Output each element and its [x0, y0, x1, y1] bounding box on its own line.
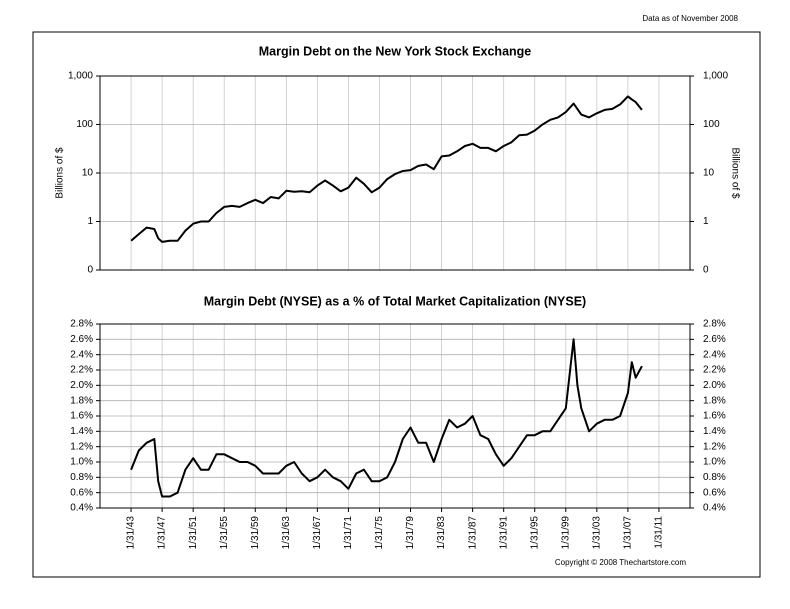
y2-tick-label: 2.2% — [703, 365, 726, 376]
y-tick-label: 100 — [76, 119, 93, 130]
data-note: Data as of November 2008 — [642, 14, 738, 23]
y2-tick-label: 1.0% — [703, 457, 726, 468]
y2-tick-label: 2.4% — [703, 349, 726, 360]
y-tick-label: 1.2% — [70, 441, 93, 452]
x-tick-label: 1/31/43 — [126, 516, 137, 550]
y-tick-label: 2.8% — [70, 319, 93, 330]
y-tick-label: 10 — [82, 168, 94, 179]
y-tick-label: 1,000 — [68, 71, 93, 82]
chart-title: Margin Debt on the New York Stock Exchan… — [259, 44, 532, 58]
y2-tick-label: 1 — [703, 216, 709, 227]
y-tick-label: 2.6% — [70, 334, 93, 345]
x-tick-label: 1/31/99 — [560, 516, 571, 550]
y-tick-label: 1.8% — [70, 395, 93, 406]
y2-tick-label: 2.8% — [703, 319, 726, 330]
x-tick-label: 1/31/55 — [219, 516, 230, 550]
y2-tick-label: 1,000 — [703, 71, 728, 82]
y2-axis-label: Billions of $ — [729, 147, 740, 199]
x-tick-label: 1/31/67 — [312, 516, 323, 550]
x-tick-label: 1/31/47 — [157, 516, 168, 550]
x-tick-label: 1/31/63 — [281, 516, 292, 550]
y-tick-label: 0 — [87, 265, 93, 276]
copyright: Copyright © 2008 Thechartstore.com — [555, 558, 686, 567]
y-tick-label: 2.4% — [70, 349, 93, 360]
y-tick-label: 1.4% — [70, 426, 93, 437]
y2-tick-label: 1.4% — [703, 426, 726, 437]
x-tick-label: 1/31/91 — [498, 516, 509, 550]
y2-tick-label: 10 — [703, 168, 715, 179]
y2-tick-label: 0.6% — [703, 487, 726, 498]
y2-tick-label: 2.0% — [703, 380, 726, 391]
y-tick-label: 0.8% — [70, 472, 93, 483]
x-tick-label: 1/31/03 — [591, 516, 602, 550]
x-tick-label: 1/31/75 — [374, 516, 385, 550]
x-tick-label: 1/31/07 — [623, 516, 634, 550]
data-line — [130, 338, 643, 498]
data-line — [130, 95, 643, 243]
y-tick-label: 0.6% — [70, 487, 93, 498]
y-tick-label: 2.0% — [70, 380, 93, 391]
y2-tick-label: 0.4% — [703, 503, 726, 514]
x-tick-label: 1/31/95 — [529, 516, 540, 550]
y-tick-label: 0.4% — [70, 503, 93, 514]
y2-tick-label: 0.8% — [703, 472, 726, 483]
x-tick-label: 1/31/51 — [188, 516, 199, 550]
y-tick-label: 1.0% — [70, 457, 93, 468]
y2-tick-label: 1.6% — [703, 411, 726, 422]
y2-tick-label: 2.6% — [703, 334, 726, 345]
y-axis-label: Billions of $ — [55, 147, 66, 199]
x-tick-label: 1/31/71 — [343, 516, 354, 550]
y-tick-label: 2.2% — [70, 365, 93, 376]
frame — [32, 31, 761, 578]
y2-tick-label: 1.2% — [703, 441, 726, 452]
y2-tick-label: 0 — [703, 265, 709, 276]
y2-tick-label: 100 — [703, 119, 720, 130]
chart-title: Margin Debt (NYSE) as a % of Total Marke… — [204, 294, 586, 308]
x-tick-label: 1/31/79 — [405, 516, 416, 550]
x-tick-label: 1/31/87 — [467, 516, 478, 550]
x-tick-label: 1/31/11 — [654, 516, 665, 549]
y2-tick-label: 1.8% — [703, 395, 726, 406]
x-tick-label: 1/31/83 — [436, 516, 447, 550]
y-tick-label: 1.6% — [70, 411, 93, 422]
y-tick-label: 1 — [87, 216, 93, 227]
plot-frame — [99, 323, 691, 509]
x-tick-label: 1/31/59 — [250, 516, 261, 550]
plot-frame — [99, 75, 691, 271]
